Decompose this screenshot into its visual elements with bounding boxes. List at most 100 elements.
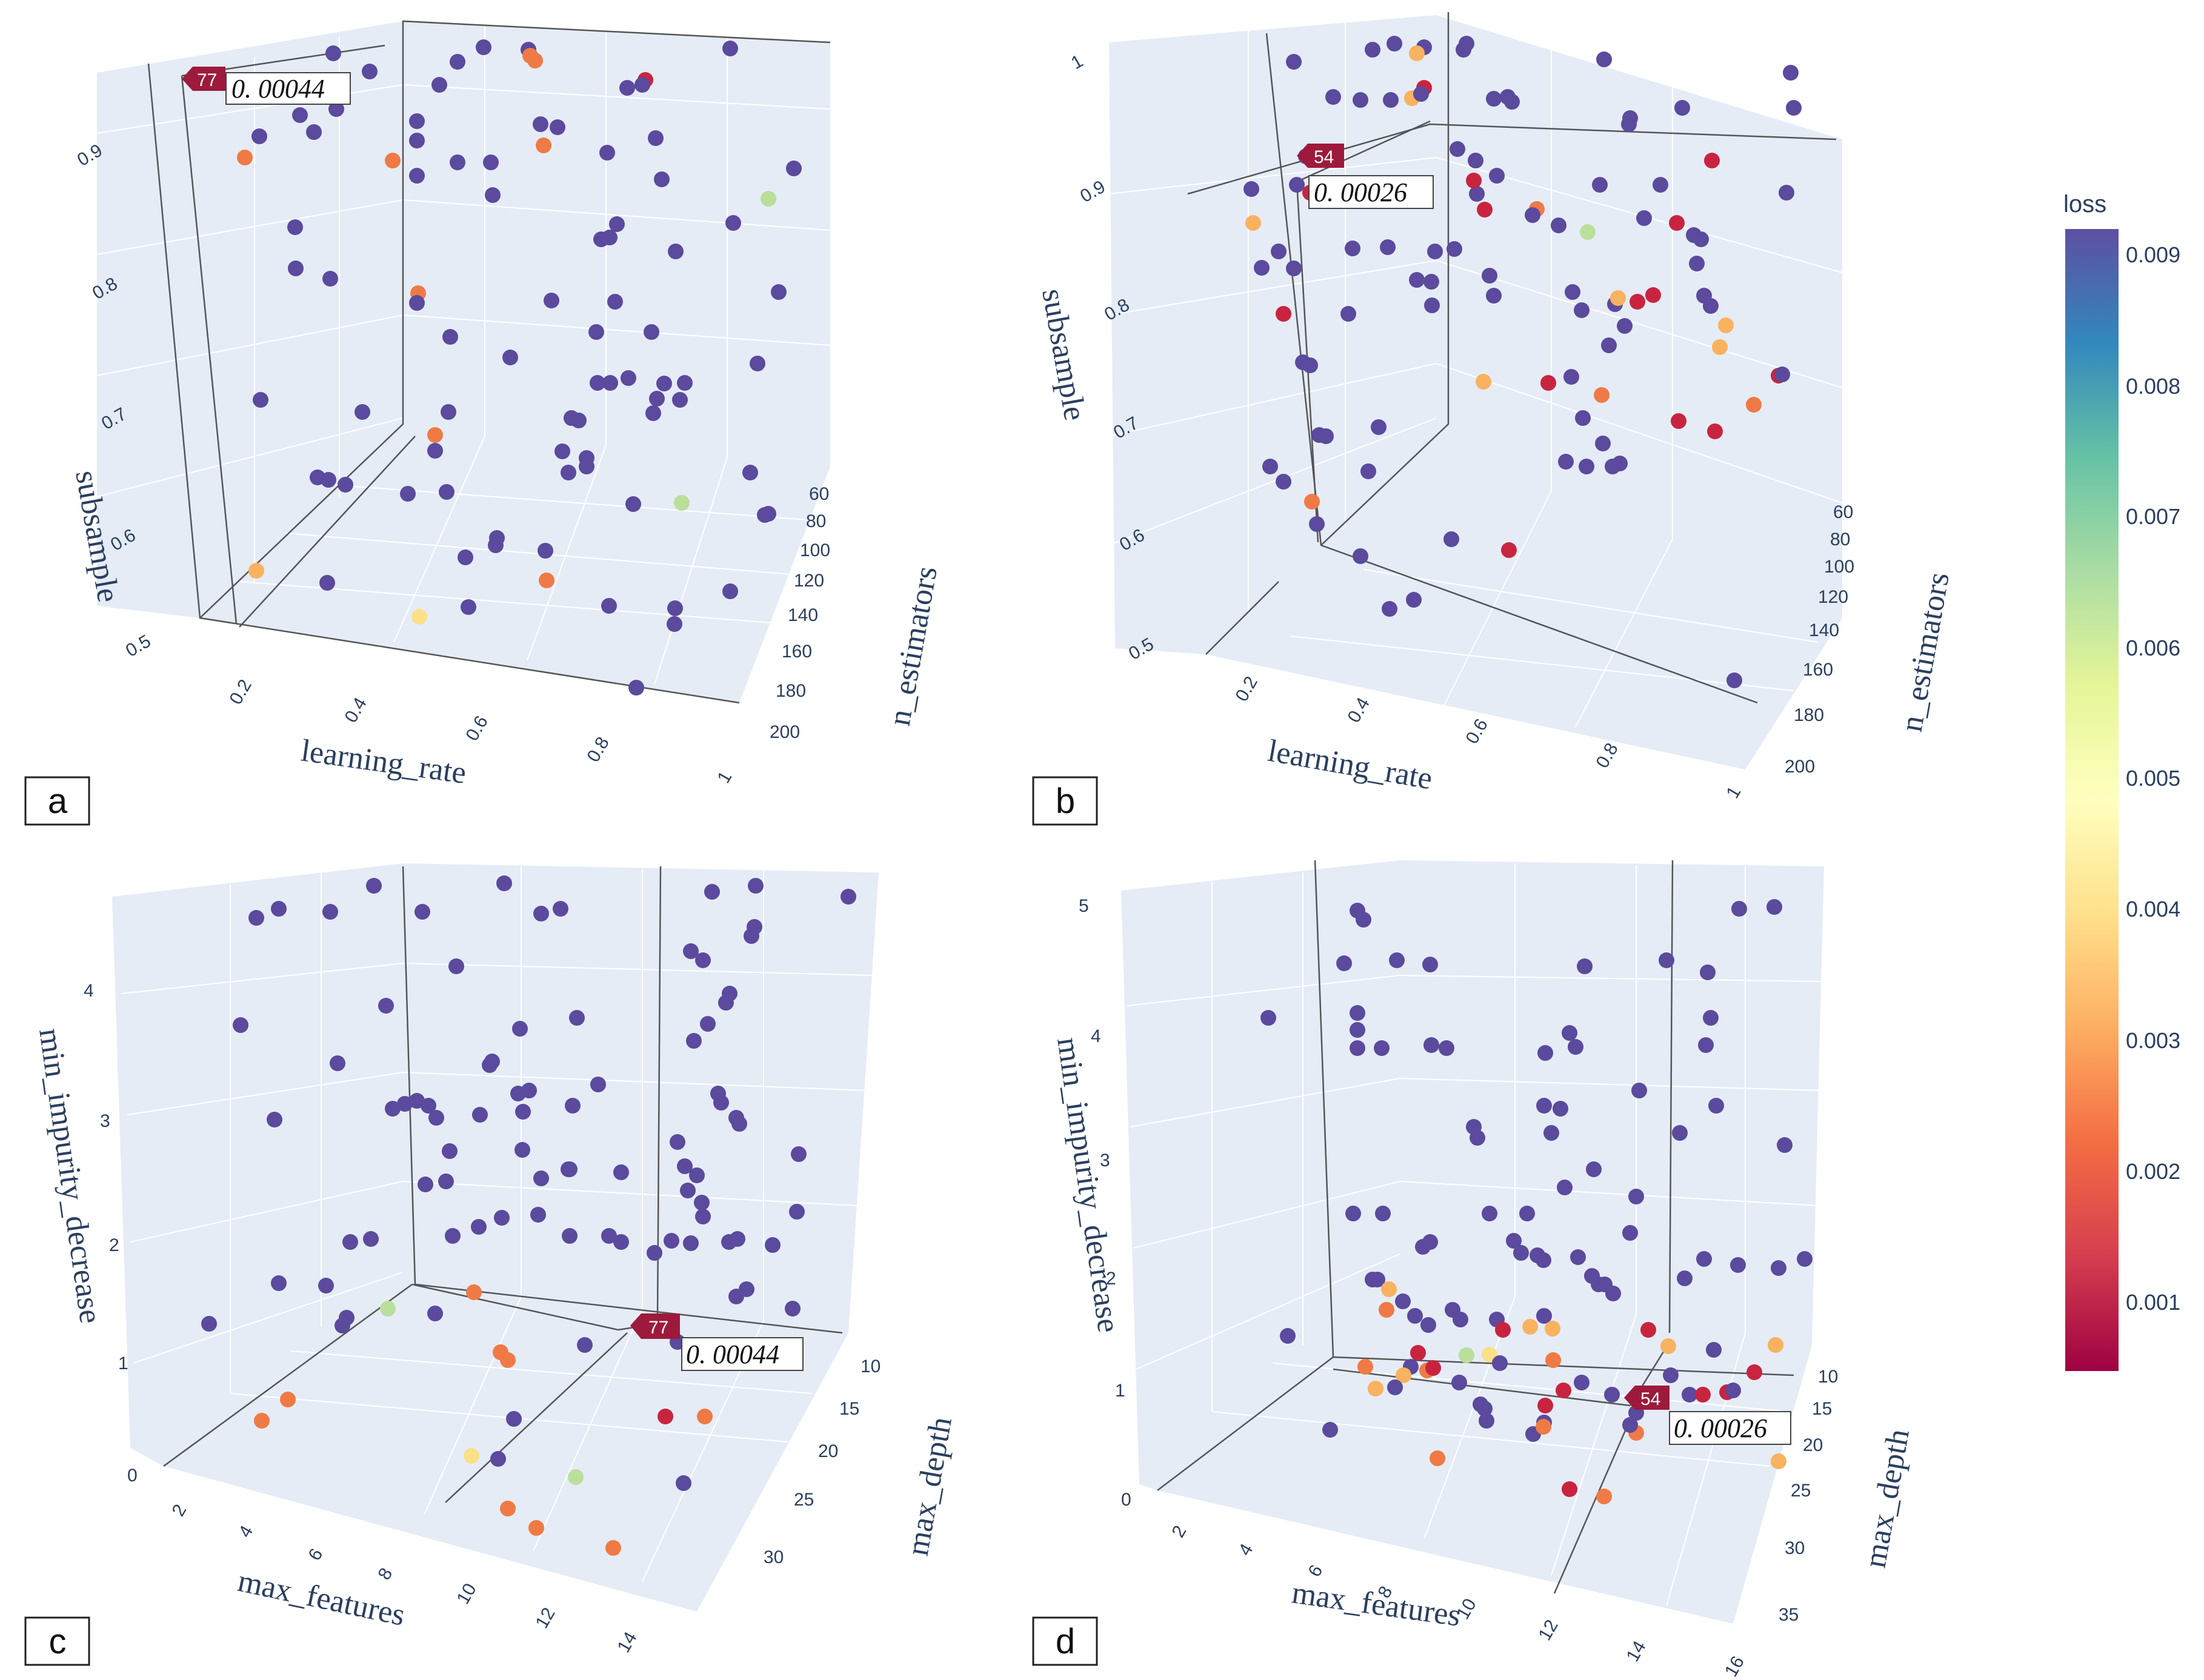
trial-point <box>1413 86 1429 102</box>
y-axis-label: n_estimators <box>1894 569 1956 734</box>
tick: 4 <box>84 981 94 1001</box>
panel-d-tag: d <box>1056 1622 1075 1661</box>
trial-point <box>500 1352 516 1368</box>
trial-point <box>1243 181 1259 197</box>
trial-point <box>694 1195 710 1210</box>
colorbar: loss 0.009 0.008 0.007 0.006 0.005 0.004… <box>2063 191 2180 1371</box>
trial-point <box>438 1174 454 1189</box>
best-trial-value: 0. 00044 <box>686 1340 779 1369</box>
panel-b-tag-box <box>1032 776 1098 826</box>
flag-marker <box>182 67 225 91</box>
tick: 0.4 <box>1343 694 1373 726</box>
trial-point <box>484 1054 500 1069</box>
trial-point <box>1371 419 1387 435</box>
trial-point <box>664 1233 679 1249</box>
trial-point <box>472 1107 488 1123</box>
trial-point <box>1420 1317 1436 1333</box>
trial-point <box>1563 369 1579 385</box>
trial-point <box>1706 1342 1722 1358</box>
panel-b-axis-lines <box>1187 12 1837 704</box>
trial-point <box>1712 339 1728 355</box>
trial-point <box>544 293 559 308</box>
trial-point <box>321 472 336 488</box>
panel-c-back-wall <box>112 863 403 1466</box>
trial-point <box>1477 1401 1493 1416</box>
trial-point <box>564 410 579 426</box>
trial-point <box>409 295 425 311</box>
trial-point <box>722 41 738 56</box>
trial-point <box>328 101 344 117</box>
trial-point <box>450 154 465 170</box>
tick: 10 <box>1818 1367 1838 1387</box>
trial-point <box>1540 375 1556 391</box>
trial-point <box>757 507 773 523</box>
trial-point <box>427 1306 443 1321</box>
trial-point <box>1536 1098 1552 1114</box>
tick: 0.5 <box>122 631 155 661</box>
trial-point <box>1345 1206 1361 1221</box>
colorbar-tick: 0.009 <box>2126 242 2180 267</box>
panel-d-z-ticks: 0 1 2 3 4 5 <box>1079 896 1131 1510</box>
trial-point <box>1537 1398 1553 1413</box>
trial-point <box>644 324 659 340</box>
trial-point <box>1596 51 1612 67</box>
trial-point <box>1345 241 1360 256</box>
trial-point <box>683 943 699 959</box>
trial-point <box>677 1158 693 1174</box>
trial-point <box>667 600 683 616</box>
trial-point <box>565 1098 581 1114</box>
tick: 2 <box>168 1501 190 1520</box>
trial-point <box>502 350 518 365</box>
panel-c-y-ticks: 10 15 20 25 30 <box>764 1356 881 1567</box>
panel-d-y-ticks: 10 15 20 25 30 35 <box>1779 1367 1838 1625</box>
trial-point <box>634 77 650 93</box>
trial-point <box>292 107 308 123</box>
trial-point <box>1353 548 1368 564</box>
trial-point <box>439 484 454 500</box>
trial-point <box>1696 1251 1712 1267</box>
tick: 140 <box>788 605 818 625</box>
tick: 4 <box>1091 1026 1101 1046</box>
trial-point <box>441 404 456 420</box>
panel-a-tag-box <box>24 776 90 826</box>
tick: 160 <box>782 642 812 662</box>
trial-point <box>1492 1355 1508 1371</box>
tick: 15 <box>839 1399 859 1419</box>
trial-point <box>411 609 427 625</box>
trial-point <box>1659 952 1674 968</box>
trial-point <box>1387 36 1402 51</box>
trial-point <box>1519 1206 1535 1221</box>
tick: 4 <box>1234 1541 1257 1559</box>
trial-point <box>1470 1130 1485 1146</box>
x-axis-label: max_features <box>1290 1575 1462 1633</box>
trial-point <box>1594 387 1610 403</box>
trial-point <box>254 1413 270 1429</box>
trial-point <box>577 1337 593 1353</box>
colorbar-tick: 0.001 <box>2126 1290 2180 1315</box>
trial-point <box>613 1164 629 1180</box>
trial-point <box>458 549 473 565</box>
trial-point <box>1677 1270 1693 1286</box>
trial-point <box>1423 1037 1439 1053</box>
trial-point <box>602 375 618 391</box>
trial-point <box>588 324 604 340</box>
trial-point <box>648 130 664 146</box>
trial-point <box>476 39 491 55</box>
tick: 8 <box>374 1565 396 1584</box>
tick: 80 <box>806 511 826 531</box>
trial-point <box>697 1409 713 1424</box>
trial-point <box>533 1170 549 1186</box>
trial-point <box>568 1469 584 1485</box>
trial-point <box>464 1448 479 1464</box>
trial-point <box>744 928 759 944</box>
trial-point <box>599 145 615 161</box>
trial-point <box>533 906 549 921</box>
trial-point <box>613 1234 629 1250</box>
trial-point <box>1395 1293 1411 1309</box>
trial-point <box>1350 1022 1365 1038</box>
tick: 2 <box>1106 1269 1116 1289</box>
trial-point <box>319 575 335 591</box>
trial-point <box>658 1409 673 1424</box>
trial-point <box>1407 1308 1423 1324</box>
